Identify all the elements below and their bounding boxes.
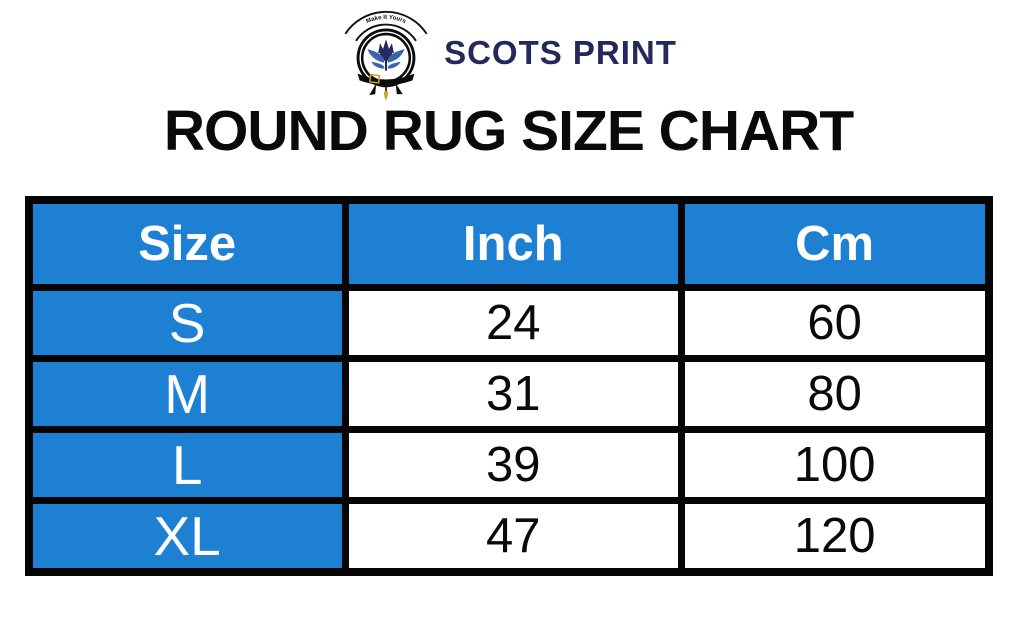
cm-cell: 80 <box>677 355 993 434</box>
brand-header: Make It Yours <box>0 0 1017 102</box>
cm-cell: 100 <box>677 426 993 505</box>
logo-banner-ribbon: Make It Yours <box>344 10 428 42</box>
size-chart-table: Size Inch Cm S 24 60 M 31 80 L 39 100 <box>24 195 993 576</box>
thistle-icon <box>367 39 405 71</box>
cm-cell: 60 <box>677 284 993 363</box>
logo-banner-text: Make It Yours <box>366 15 408 25</box>
column-header-inch: Inch <box>341 196 685 292</box>
table-header-row: Size Inch Cm <box>25 196 993 292</box>
page: Make It Yours <box>0 0 1017 576</box>
page-title: ROUND RUG SIZE CHART <box>163 99 854 163</box>
logo-tassel <box>383 85 389 102</box>
inch-cell: 24 <box>341 284 685 363</box>
scots-print-logo: Make It Yours <box>344 10 428 102</box>
table-row-l: L 39 100 <box>25 426 993 505</box>
brand-name: SCOTS PRINT <box>444 33 677 71</box>
table-row-xl: XL 47 120 <box>25 497 993 576</box>
column-header-cm: Cm <box>677 196 993 292</box>
inch-cell: 31 <box>341 355 685 434</box>
size-cell: XL <box>25 497 349 576</box>
column-header-size: Size <box>25 196 349 292</box>
table-row-m: M 31 80 <box>25 355 993 434</box>
size-cell: S <box>25 284 349 363</box>
svg-text:Make It Yours: Make It Yours <box>366 15 408 25</box>
size-cell: M <box>25 355 349 434</box>
inch-cell: 39 <box>341 426 685 505</box>
inch-cell: 47 <box>341 497 685 576</box>
size-cell: L <box>25 426 349 505</box>
cm-cell: 120 <box>677 497 993 576</box>
table-row-s: S 24 60 <box>25 284 993 363</box>
